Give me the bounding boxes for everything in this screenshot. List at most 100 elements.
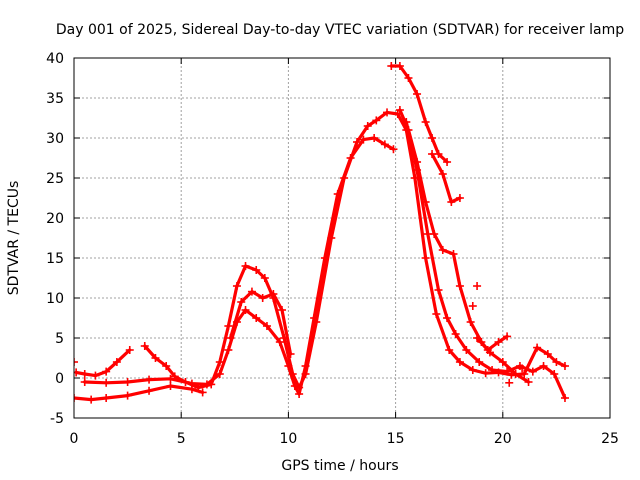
data-point bbox=[533, 343, 542, 352]
data-point bbox=[102, 378, 111, 387]
data-point bbox=[462, 346, 471, 354]
x-tick-label: 15 bbox=[387, 431, 405, 447]
satellite-track-8 bbox=[402, 118, 569, 402]
data-point bbox=[269, 290, 278, 298]
data-point bbox=[224, 346, 233, 354]
data-point bbox=[438, 246, 447, 254]
data-point bbox=[387, 62, 396, 70]
satellite-track-9 bbox=[473, 332, 512, 354]
y-tick-label: 40 bbox=[46, 51, 64, 67]
data-point bbox=[166, 382, 175, 390]
data-point bbox=[74, 394, 78, 402]
satellite-track-2 bbox=[74, 382, 207, 404]
data-point bbox=[434, 286, 443, 294]
data-point bbox=[404, 74, 413, 82]
satellite-track-7-line bbox=[430, 152, 462, 204]
data-point bbox=[123, 391, 132, 400]
satellite-track-8-line bbox=[404, 120, 567, 400]
data-point bbox=[327, 234, 336, 242]
data-point bbox=[413, 166, 422, 174]
data-point bbox=[468, 366, 477, 374]
y-tick-label: -5 bbox=[50, 411, 64, 427]
outlier-point bbox=[468, 302, 477, 310]
satellite-track-5 bbox=[387, 62, 452, 166]
satellite-track-9-line bbox=[475, 334, 509, 352]
y-tick-label: 5 bbox=[55, 331, 64, 347]
data-point bbox=[455, 282, 464, 290]
data-point bbox=[125, 346, 134, 354]
data-point bbox=[428, 134, 437, 142]
y-tick-label: 0 bbox=[55, 371, 64, 387]
satellite-track-6 bbox=[395, 106, 533, 386]
data-point bbox=[543, 350, 552, 358]
data-point bbox=[421, 254, 430, 262]
data-point bbox=[340, 174, 349, 182]
y-tick-label: 15 bbox=[46, 251, 64, 267]
data-point bbox=[145, 375, 154, 384]
data-point bbox=[503, 332, 512, 341]
satellite-track-2-line bbox=[74, 384, 205, 402]
data-point bbox=[455, 194, 464, 202]
data-point bbox=[395, 106, 404, 114]
data-point bbox=[447, 198, 456, 206]
data-point bbox=[560, 362, 569, 370]
data-point bbox=[224, 322, 233, 330]
data-point bbox=[389, 145, 398, 154]
data-point bbox=[443, 158, 452, 166]
data-point bbox=[262, 322, 271, 330]
satellite-track-3 bbox=[80, 134, 398, 398]
data-point bbox=[524, 378, 533, 386]
data-point bbox=[247, 287, 256, 296]
data-point bbox=[423, 230, 432, 238]
data-point bbox=[353, 138, 362, 146]
data-point bbox=[87, 395, 96, 404]
data-point bbox=[520, 370, 529, 378]
data-point bbox=[428, 150, 437, 158]
data-point bbox=[413, 90, 422, 98]
data-point bbox=[372, 116, 381, 125]
data-point bbox=[207, 380, 216, 389]
satellite-track-3-line bbox=[83, 136, 396, 396]
data-point bbox=[151, 354, 160, 362]
y-axis-label: SDTVAR / TECUs bbox=[6, 181, 22, 296]
data-point bbox=[380, 140, 389, 149]
data-point bbox=[241, 262, 250, 270]
data-point bbox=[363, 122, 372, 130]
satellite-track-10 bbox=[226, 287, 295, 358]
chart-title: Day 001 of 2025, Sidereal Day-to-day VTE… bbox=[56, 22, 624, 38]
data-point bbox=[102, 394, 111, 402]
y-tick-label: 20 bbox=[46, 211, 64, 227]
data-point bbox=[370, 134, 379, 142]
data-point bbox=[475, 358, 484, 366]
x-tick-label: 20 bbox=[494, 431, 512, 447]
data-point bbox=[74, 368, 81, 377]
plot-frame bbox=[73, 57, 611, 419]
data-point bbox=[194, 383, 203, 392]
data-point bbox=[488, 366, 497, 374]
data-point bbox=[550, 370, 559, 378]
satellite-track-7 bbox=[428, 150, 464, 206]
satellite-track-5-line bbox=[389, 64, 449, 164]
data-point bbox=[359, 135, 368, 144]
data-point bbox=[432, 310, 441, 318]
data-point bbox=[237, 298, 246, 306]
data-point bbox=[301, 370, 310, 378]
y-tick-label: 35 bbox=[46, 91, 64, 107]
data-point bbox=[473, 334, 482, 342]
data-point bbox=[445, 346, 454, 354]
data-point bbox=[449, 250, 458, 258]
axes: 0 5 10 15 20 25 -5 0 5 10 15 20 25 30 35 40 bbox=[46, 51, 619, 447]
data-point bbox=[145, 386, 154, 395]
data-point bbox=[395, 62, 404, 70]
data-point bbox=[552, 358, 561, 366]
y-tick-label: 25 bbox=[46, 171, 64, 187]
data-point bbox=[112, 358, 121, 366]
data-point bbox=[286, 350, 295, 358]
satellite-track-1 bbox=[74, 346, 134, 380]
data-point bbox=[140, 342, 149, 350]
x-tick-label: 5 bbox=[177, 431, 186, 447]
data-point bbox=[252, 266, 261, 274]
data-point bbox=[295, 383, 304, 392]
x-tick-label: 25 bbox=[601, 431, 619, 447]
data-point bbox=[80, 370, 89, 378]
